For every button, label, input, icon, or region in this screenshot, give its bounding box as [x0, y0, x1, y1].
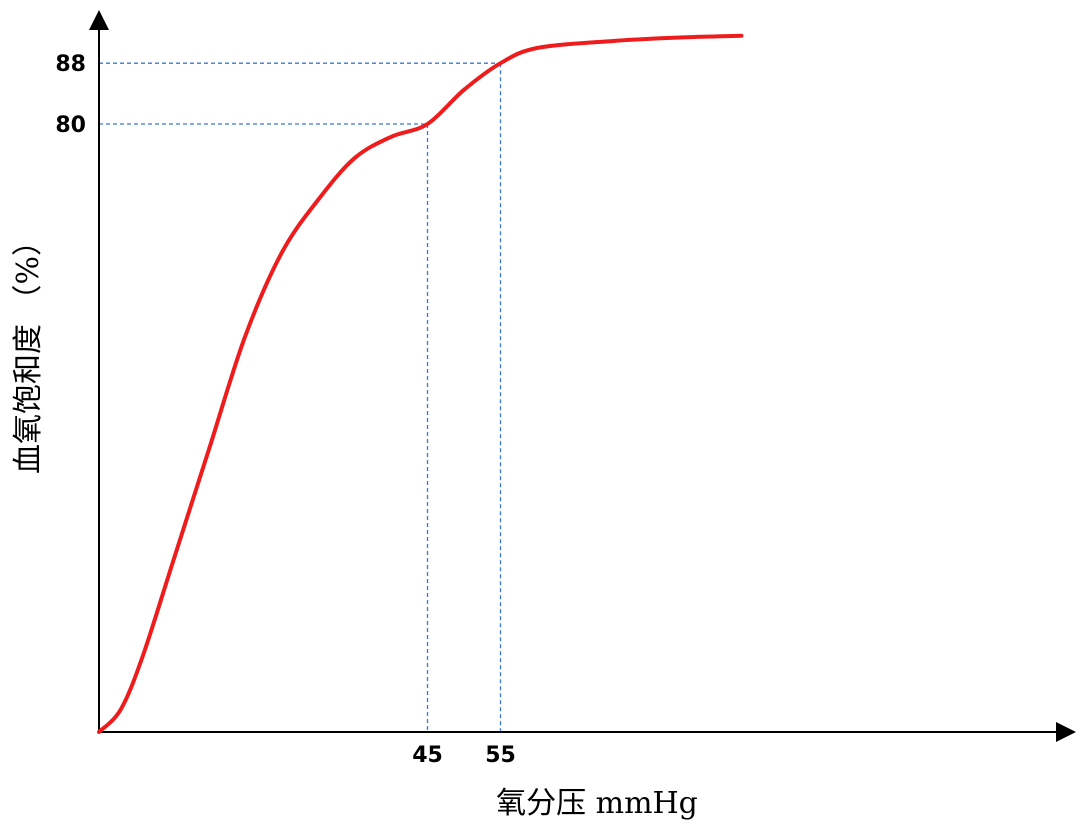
reference-guides — [99, 62, 502, 732]
y-axis-label: 血氧饱和度 （%） — [11, 226, 46, 474]
y-tick-label-80: 80 — [55, 113, 86, 138]
x-axis-label: 氧分压 mmHg — [496, 786, 698, 821]
x-tick-label-45: 45 — [412, 743, 443, 768]
y-tick-label-88: 88 — [55, 52, 86, 77]
x-tick-label-55: 55 — [485, 743, 516, 768]
dissociation-curve-line — [97, 33, 744, 734]
tick-labels: 45 55 80 88 — [55, 52, 515, 768]
